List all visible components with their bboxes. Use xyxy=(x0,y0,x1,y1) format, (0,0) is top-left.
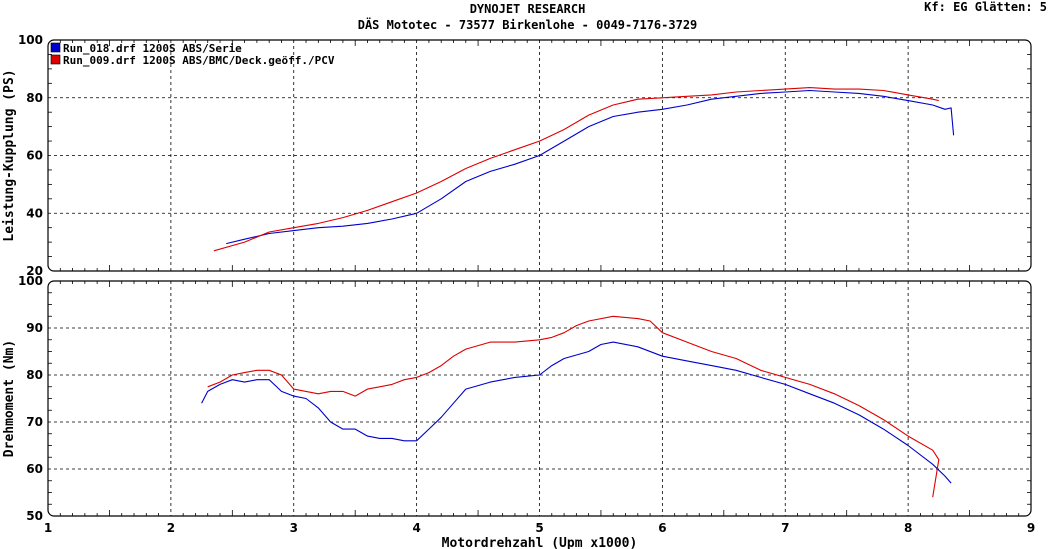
x-tick-label: 3 xyxy=(290,521,298,535)
y-tick-label: 40 xyxy=(26,206,43,220)
x-tick-label: 5 xyxy=(535,521,543,535)
legend-label-1: Run_018.drf 1200S ABS/Serie xyxy=(63,42,242,55)
y-tick-label: 60 xyxy=(26,462,43,476)
y-tick-label: 100 xyxy=(18,33,43,47)
chart-panel-1: 20 40 60 80 100 Leistung-Kupplung (PS) Run_018… xyxy=(2,33,1032,278)
y-tick-label: 80 xyxy=(26,91,43,105)
y-tick-label: 20 xyxy=(26,264,43,278)
chart-panel-2: 50 60 70 80 90 100 1 2 3 4 5 6 7 8 9 Motordrehzahl (Upm… xyxy=(2,274,1035,549)
legend-label-2: Run_009.drf 1200S ABS/BMC/Deck.geöff./PC… xyxy=(63,54,335,67)
legend-swatch-1 xyxy=(50,42,61,53)
x-tick-label: 1 xyxy=(44,521,52,535)
chart-header-title: DYNOJET RESEARCH xyxy=(469,2,586,16)
series-line-1 xyxy=(201,341,952,484)
y-tick-label: 90 xyxy=(26,321,43,335)
y-tick-label: 80 xyxy=(26,368,43,382)
x-tick-label: 6 xyxy=(658,521,666,535)
x-tick-label: 8 xyxy=(904,521,912,535)
series-line-2 xyxy=(207,315,940,498)
x-tick-label: 4 xyxy=(412,521,420,535)
y-tick-label: 70 xyxy=(26,415,43,429)
chart-header-subtitle: DÄS Mototec - 73577 Birkenlohe - 0049-71… xyxy=(357,18,698,32)
x-tick-label: 7 xyxy=(781,521,789,535)
x-tick-label: 9 xyxy=(1027,521,1035,535)
y-axis-label: Leistung-Kupplung (PS) xyxy=(2,69,17,241)
x-axis-label: Motordrehzahl (Upm x1000) xyxy=(442,536,638,549)
settings-readout: Kf: EG Glätten: 5 xyxy=(924,0,1047,14)
series-line-2 xyxy=(213,87,939,252)
y-tick-label: 100 xyxy=(18,274,43,288)
legend-swatch-2 xyxy=(50,54,61,65)
x-tick-label: 2 xyxy=(167,521,175,535)
y-tick-label: 50 xyxy=(26,509,43,523)
y-tick-label: 60 xyxy=(26,149,43,163)
y-axis-label: Drehmoment (Nm) xyxy=(2,340,17,457)
series-line-1 xyxy=(226,89,955,245)
